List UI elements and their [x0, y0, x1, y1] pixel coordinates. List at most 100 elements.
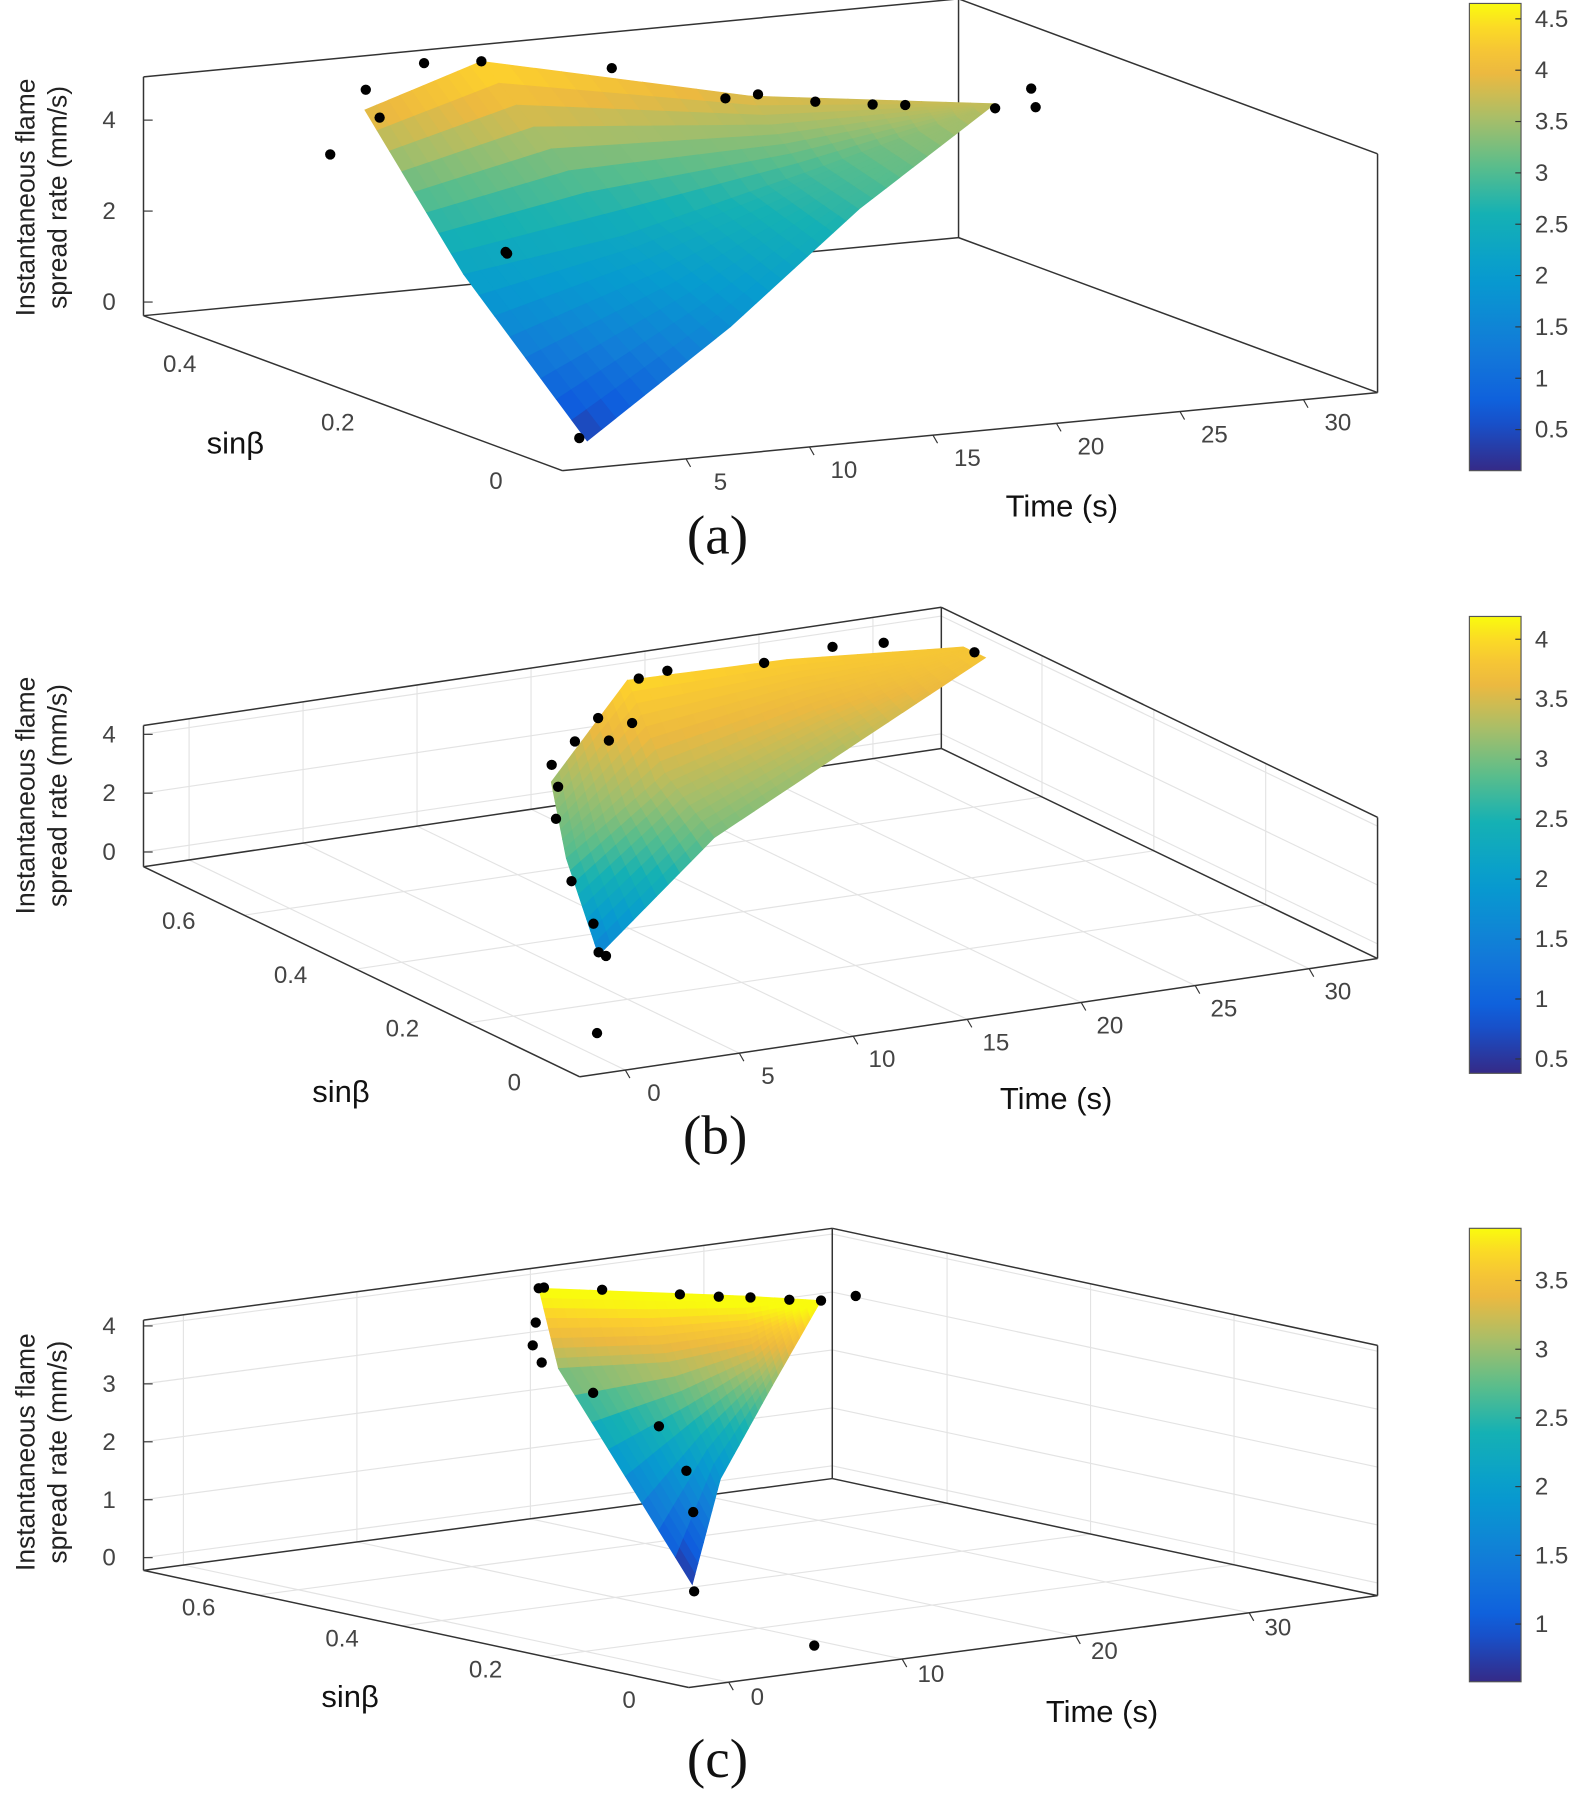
surface-patch	[675, 1547, 696, 1586]
x-tick-label: 30	[1264, 1615, 1291, 1642]
grid-line	[302, 842, 740, 1054]
grid-line	[143, 615, 942, 735]
y-tick-label: 0.2	[469, 1656, 503, 1683]
data-point	[603, 735, 615, 746]
x-tick-mark	[852, 1035, 859, 1045]
data-point	[720, 93, 731, 104]
colorbar-tick-label: 4	[1535, 57, 1548, 84]
data-point	[900, 99, 911, 111]
data-point	[850, 1290, 861, 1302]
data-point	[596, 1284, 608, 1295]
axis-box-edge	[958, 236, 1378, 394]
axis-box-edge	[562, 391, 1378, 472]
data-point	[569, 736, 581, 747]
x-tick-label: 20	[1091, 1638, 1118, 1665]
data-point	[989, 103, 1001, 114]
z-axis-title: Instantaneous flame	[10, 1333, 40, 1571]
x-tick-mark	[808, 446, 815, 456]
data-point	[476, 56, 487, 67]
axis-box-edge	[143, 1477, 833, 1572]
data-point	[527, 1340, 538, 1351]
z-tick-label: 0	[102, 1545, 115, 1572]
data-point	[591, 1027, 603, 1039]
grid-line	[703, 1495, 1250, 1614]
x-tick-label: 5	[761, 1063, 774, 1090]
y-axis-title: sinβ	[312, 1074, 369, 1109]
data-point	[1030, 102, 1041, 113]
data-point	[588, 918, 599, 929]
colorbar-tick-label: 4	[1535, 626, 1548, 653]
surface-patch	[726, 1314, 739, 1322]
surface-patch	[736, 1313, 748, 1322]
x-tick-mark	[1248, 1612, 1255, 1622]
colorbar-tick-label: 1	[1535, 1611, 1548, 1638]
grid-line	[355, 850, 1154, 970]
x-tick-mark	[1302, 399, 1309, 409]
grid-line	[143, 1233, 833, 1327]
colorbar	[1468, 615, 1522, 1074]
data-point	[325, 149, 336, 160]
data-point	[587, 1387, 599, 1399]
colorbar-tick-label: 1	[1535, 986, 1548, 1013]
colorbar-tick-label: 2	[1535, 263, 1548, 290]
axis-box-edge	[688, 1594, 1378, 1689]
x-axis-title: Time (s)	[1006, 489, 1118, 524]
z-tick-label: 2	[102, 1429, 115, 1456]
data-point	[606, 62, 617, 74]
grid-line	[416, 825, 854, 1037]
axis-box-edge	[832, 1477, 1378, 1597]
y-axis-title: sinβ	[321, 1679, 378, 1714]
x-tick-label: 5	[714, 469, 727, 496]
data-point	[536, 1357, 547, 1368]
data-point	[878, 637, 889, 648]
z-tick-label: 1	[102, 1487, 115, 1514]
colorbar-tick-label: 2.5	[1535, 1405, 1569, 1432]
x-tick-mark	[932, 434, 939, 444]
z-axis-title: spread rate (mm/s)	[43, 1341, 73, 1564]
colorbar	[1468, 1227, 1522, 1683]
x-tick-mark	[624, 1069, 631, 1079]
colorbar-tick-label: 3.5	[1535, 1268, 1569, 1295]
data-point	[815, 1295, 827, 1306]
axis-box-edge	[143, 606, 942, 727]
x-tick-label: 25	[1201, 422, 1228, 449]
grid-line	[401, 1533, 1091, 1627]
colorbar-tick-label: 3	[1535, 746, 1548, 773]
x-tick-label: 10	[831, 457, 858, 484]
surface-patch	[733, 1301, 746, 1309]
x-tick-mark	[1080, 1002, 1087, 1011]
x-tick-label: 20	[1097, 1012, 1124, 1039]
data-point	[574, 432, 585, 444]
colorbar-tick-label: 3.5	[1535, 109, 1569, 136]
x-tick-mark	[966, 1019, 973, 1028]
axis-box-edge	[143, 1569, 689, 1689]
grid-line	[188, 859, 626, 1071]
grid-line	[258, 1502, 948, 1596]
x-tick-label: 30	[1324, 410, 1351, 437]
data-point	[745, 1292, 756, 1303]
data-point	[969, 647, 980, 658]
data-point	[809, 1640, 820, 1651]
grid-line	[545, 1564, 1235, 1658]
grid-line	[832, 1233, 1378, 1352]
z-tick-label: 3	[102, 1371, 115, 1398]
data-point	[593, 947, 604, 958]
y-tick-label: 0.4	[325, 1626, 359, 1653]
data-point	[784, 1294, 795, 1305]
data-point	[653, 1421, 665, 1432]
grid-line	[832, 1349, 1378, 1468]
data-point	[538, 1282, 550, 1293]
colorbar-tick-label: 1.5	[1535, 926, 1569, 953]
data-point	[713, 1291, 724, 1302]
x-tick-label: 20	[1078, 433, 1105, 460]
x-tick-mark	[738, 1052, 745, 1062]
colorbar-tick-label: 1.5	[1535, 314, 1569, 341]
x-tick-mark	[685, 458, 692, 468]
z-tick-label: 4	[102, 1313, 115, 1340]
data-point	[688, 1506, 699, 1518]
y-tick-label: 0	[489, 468, 502, 495]
y-tick-label: 0.4	[274, 962, 308, 989]
z-tick-label: 4	[102, 107, 115, 134]
x-tick-label: 0	[751, 1684, 764, 1711]
